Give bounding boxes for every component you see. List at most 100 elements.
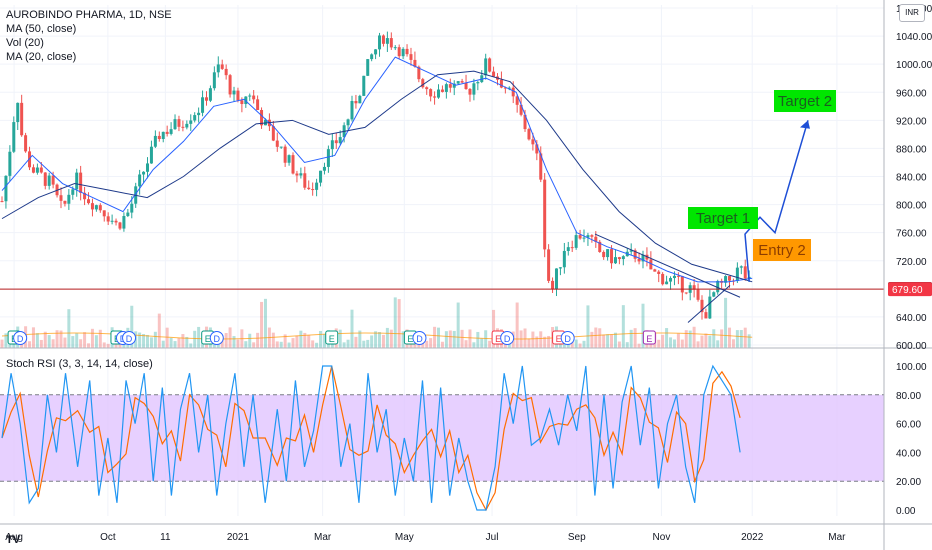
volume-bar (389, 329, 393, 348)
volume-bar (224, 333, 228, 348)
rsi-tick-label: 40.00 (896, 448, 921, 459)
volume-bar (83, 332, 87, 348)
candle-body (393, 47, 397, 49)
volume-bar (177, 338, 181, 348)
volume-bar (492, 309, 496, 348)
price-tick-label: 960.00 (896, 88, 927, 99)
volume-bar (696, 341, 700, 348)
volume-bar (79, 339, 83, 348)
candle-body (739, 266, 743, 268)
candle-body (606, 249, 610, 258)
candle-body (346, 119, 350, 126)
volume-bar (358, 330, 362, 348)
volume-bar (433, 326, 437, 348)
candle-body (460, 81, 464, 83)
volume-bar (574, 339, 578, 348)
volume-bar (468, 329, 472, 348)
volume-bar (602, 334, 606, 348)
volume-bar (460, 329, 464, 348)
candle-body (4, 175, 8, 202)
volume-bar (610, 334, 614, 348)
candle-body (649, 259, 653, 270)
candle-body (193, 115, 197, 121)
candle-body (153, 135, 157, 147)
volume-bar (102, 342, 106, 348)
volume-bar (700, 335, 704, 348)
candle-body (75, 172, 79, 190)
volume-bar (75, 333, 79, 348)
candle-body (515, 96, 519, 105)
candle-body (146, 163, 150, 172)
volume-bar (31, 327, 35, 348)
volume-bar (322, 334, 326, 348)
candle-body (303, 173, 307, 188)
symbol-title[interactable]: AUROBINDO PHARMA, 1D, NSE (6, 9, 172, 21)
event-marker-e: E (642, 330, 656, 345)
event-marker-d: D (560, 331, 575, 345)
candle-body (87, 199, 91, 204)
volume-bar (444, 331, 448, 348)
candle-body (558, 267, 562, 269)
volume-bar (381, 334, 385, 348)
candle-body (94, 205, 98, 210)
candle-body (385, 38, 389, 44)
volume-bar (299, 330, 303, 348)
time-tick-label: May (395, 532, 414, 543)
time-tick-label: Aug (5, 532, 23, 543)
currency-badge[interactable]: INR (899, 4, 925, 22)
candle-body (452, 83, 456, 88)
candle-body (358, 95, 362, 104)
ma20-line (1, 56, 753, 283)
candle-body (429, 89, 433, 97)
candle-body (291, 155, 295, 174)
event-marker-label: E (329, 334, 335, 344)
candle-body (610, 249, 614, 264)
candle-body (665, 281, 669, 285)
candle-body (79, 172, 83, 193)
volume-bar (613, 332, 617, 348)
event-marker-box (325, 330, 339, 345)
ma50-legend[interactable]: MA (50, close) (6, 23, 77, 35)
target1-label-text: Target 1 (696, 210, 750, 227)
volume-bar (480, 338, 484, 348)
volume-bar (43, 331, 47, 348)
candle-body (138, 174, 142, 187)
volume-bar (590, 331, 594, 348)
candle-body (31, 167, 35, 173)
volume-bar (621, 305, 625, 348)
candle-body (208, 88, 212, 101)
volume-bar (665, 328, 669, 348)
volume-bar (287, 342, 291, 348)
volume-legend[interactable]: Vol (20) (6, 37, 44, 49)
volume-bar (47, 335, 51, 348)
ma20-legend[interactable]: MA (20, close) (6, 51, 77, 63)
trendline-upper (594, 233, 741, 298)
candle-body (350, 101, 354, 120)
candle-body (613, 257, 617, 264)
candle-body (201, 97, 205, 113)
tradingview-logo: TV (6, 534, 21, 546)
event-marker-label: E (495, 334, 501, 344)
volume-bar (146, 334, 150, 348)
reference-price-badge-bg (888, 282, 932, 297)
volume-bar (263, 298, 267, 348)
price-tick-label: 880.00 (896, 144, 927, 155)
event-marker-circle (412, 331, 427, 345)
volume-bar (578, 343, 582, 348)
volume-bar (271, 332, 275, 348)
candle-body (240, 100, 244, 105)
volume-bar (641, 303, 645, 348)
candle-body (322, 166, 326, 171)
candle-body (669, 278, 673, 282)
volume-bar (515, 302, 519, 348)
event-marker-label: E (407, 334, 413, 344)
candle-body (456, 81, 460, 84)
stoch-rsi-legend[interactable]: Stoch RSI (3, 3, 14, 14, close) (6, 358, 153, 370)
event-marker-label: E (646, 334, 652, 344)
event-marker-d: D (13, 331, 28, 345)
event-marker-label: E (205, 334, 211, 344)
volume-bar (220, 336, 224, 348)
candle-body (539, 153, 543, 180)
